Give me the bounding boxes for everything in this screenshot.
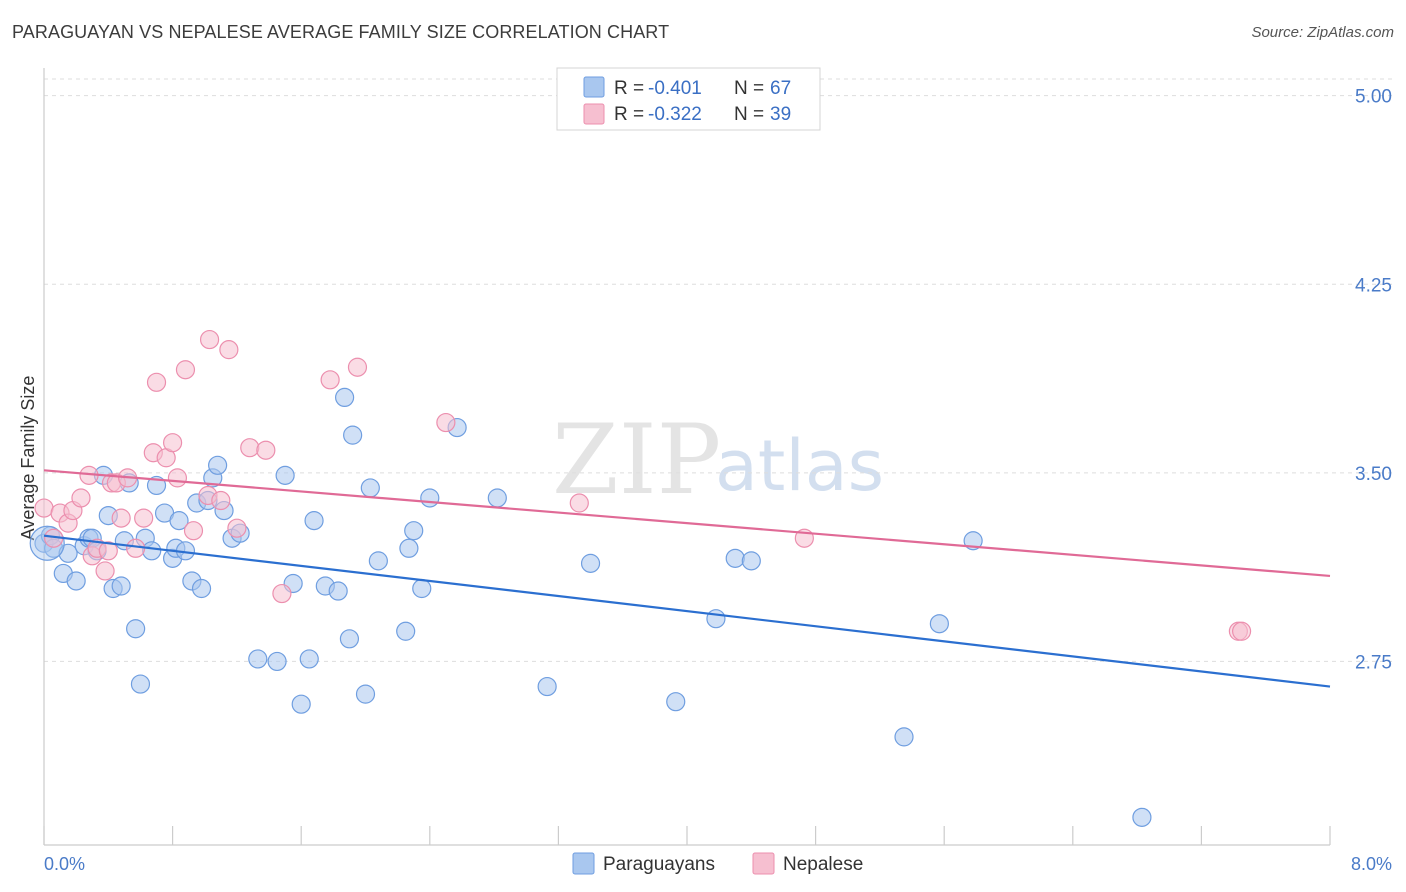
paraguayans-point	[1132, 807, 1152, 827]
paraguayans-point	[275, 465, 295, 485]
paraguayans-point	[412, 578, 432, 599]
paraguayans-point	[929, 614, 949, 634]
paraguayans-point	[208, 455, 228, 475]
legend-n-label-1: N =	[734, 78, 764, 99]
paraguayans-point	[580, 553, 601, 573]
nepalese-point	[183, 521, 204, 541]
paraguayans-point	[537, 676, 557, 697]
paraguayans-point	[111, 576, 131, 596]
x-tick-label-max: 8.0%	[1351, 854, 1392, 874]
paraguayans-point	[328, 581, 348, 601]
nepalese-point	[199, 329, 220, 350]
legend-n-label-2: N =	[734, 104, 764, 125]
y-tick-label: 5.00	[1355, 87, 1392, 108]
paraguayans-point	[360, 478, 380, 498]
paraguayans-point	[299, 649, 319, 669]
bottom-legend-swatch-nepalese	[752, 852, 775, 875]
paraguayans-point	[142, 541, 162, 561]
watermark-atlas: atlas	[715, 425, 884, 507]
paraguayans-point	[666, 692, 686, 712]
paraguayans-point	[343, 425, 363, 445]
paraguayans-point	[130, 674, 151, 694]
bottom-legend-nepalese: Nepalese	[783, 854, 863, 875]
paraguayans-point	[725, 548, 745, 568]
paraguayans-point	[248, 649, 268, 669]
paraguayans-point	[706, 609, 726, 629]
legend-r-label-1: R =	[614, 78, 644, 99]
nepalese-point	[227, 518, 247, 538]
nepalese-point	[256, 440, 276, 460]
series-nepalese-points	[34, 329, 1252, 641]
nepalese-point	[98, 541, 118, 561]
nepalese-point	[71, 488, 91, 508]
nepalese-point	[34, 498, 54, 518]
paraguayans-point	[335, 387, 355, 408]
stats-legend: R = -0.401 N = 67 R = -0.322 N = 39	[556, 67, 821, 131]
y-tick-labels: 2.75 3.50 4.25 5.00	[1355, 87, 1392, 674]
x-ticks	[43, 826, 1331, 845]
nepalese-point	[163, 433, 183, 453]
paraguayans-point	[396, 621, 416, 641]
bottom-legend-paraguayans: Paraguayans	[603, 854, 715, 875]
paraguayans-point	[291, 694, 311, 714]
chart-title: PARAGUAYAN VS NEPALESE AVERAGE FAMILY SI…	[12, 22, 670, 42]
nepalese-point	[175, 360, 196, 380]
legend-n-value-2: 39	[770, 104, 791, 125]
trendlines	[43, 469, 1331, 688]
nepalese-point	[569, 493, 589, 513]
paraguayans-point	[267, 651, 287, 672]
legend-r-value-2: -0.322	[648, 104, 702, 125]
bottom-legend-swatch-paraguayans	[572, 852, 595, 875]
legend-swatch-nepalese	[583, 103, 605, 125]
paraguayans-point	[894, 727, 914, 747]
paraguayans-point	[169, 511, 189, 531]
paraguayans-point	[355, 684, 376, 704]
paraguayans-point	[368, 551, 388, 571]
nepalese-point	[134, 508, 154, 528]
nepalese-point	[347, 357, 368, 377]
nepalese-point	[211, 490, 231, 511]
paraguayans-point	[191, 578, 212, 599]
nepalese-point	[436, 412, 456, 433]
paraguayans-point	[741, 551, 761, 571]
gridlines	[44, 78, 1392, 662]
nepalese-trendline	[43, 469, 1331, 578]
legend-r-label-2: R =	[614, 104, 644, 125]
y-tick-label: 3.50	[1355, 464, 1392, 485]
y-tick-label: 4.25	[1355, 275, 1392, 296]
nepalese-point	[272, 583, 292, 604]
y-tick-label: 2.75	[1355, 652, 1392, 673]
paraguayans-point	[126, 619, 146, 639]
nepalese-point	[240, 438, 260, 458]
legend-n-value-1: 67	[770, 78, 791, 99]
series-legend: Paraguayans Nepalese	[572, 852, 863, 875]
legend-r-value-1: -0.401	[648, 78, 702, 99]
nepalese-point	[95, 561, 115, 581]
nepalese-point	[1231, 621, 1252, 641]
paraguayans-point	[66, 571, 86, 591]
paraguayans-point	[399, 538, 419, 558]
paraguayans-trendline	[43, 534, 1331, 688]
nepalese-point	[111, 508, 131, 528]
nepalese-point	[146, 372, 167, 392]
nepalese-point	[167, 468, 188, 488]
source-label: Source: ZipAtlas.com	[1251, 24, 1394, 41]
paraguayans-point	[339, 629, 360, 649]
paraguayans-point	[487, 488, 507, 508]
nepalese-point	[219, 340, 239, 360]
nepalese-point	[320, 370, 340, 390]
paraguayans-point	[304, 511, 324, 531]
y-axis-label: Average Family Size	[18, 376, 38, 541]
paraguayans-point	[404, 521, 424, 541]
legend-swatch-paraguayans	[583, 76, 605, 98]
paraguayans-point	[420, 488, 440, 508]
x-tick-label-min: 0.0%	[44, 854, 85, 874]
